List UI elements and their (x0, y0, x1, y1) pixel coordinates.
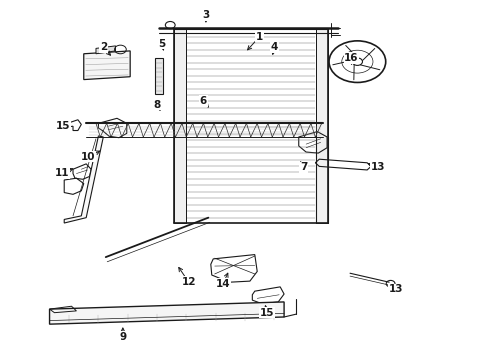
Text: 9: 9 (119, 332, 126, 342)
Polygon shape (316, 30, 328, 223)
Text: 11: 11 (54, 168, 69, 178)
Text: 15: 15 (260, 308, 274, 318)
Polygon shape (174, 30, 186, 223)
Polygon shape (96, 46, 116, 54)
Text: 10: 10 (80, 152, 95, 162)
Text: 1: 1 (256, 32, 263, 41)
Polygon shape (64, 136, 103, 223)
Text: 12: 12 (182, 277, 196, 287)
Text: 4: 4 (270, 42, 278, 52)
Text: 3: 3 (202, 10, 210, 20)
Text: 14: 14 (216, 279, 230, 289)
Polygon shape (84, 51, 130, 80)
Text: 2: 2 (99, 42, 107, 52)
Text: 15: 15 (56, 121, 71, 131)
Text: 16: 16 (344, 53, 359, 63)
Text: 6: 6 (200, 96, 207, 106)
Text: 7: 7 (300, 162, 307, 172)
Text: 13: 13 (370, 162, 385, 172)
Polygon shape (155, 58, 163, 94)
Text: 5: 5 (158, 39, 166, 49)
Polygon shape (49, 302, 284, 324)
Text: 8: 8 (153, 100, 161, 110)
Text: 13: 13 (389, 284, 404, 294)
